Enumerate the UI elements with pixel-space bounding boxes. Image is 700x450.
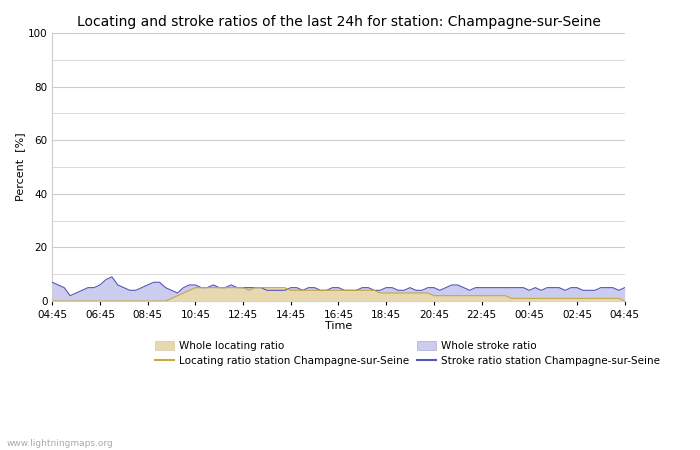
Legend: Whole locating ratio, Locating ratio station Champagne-sur-Seine, Whole stroke r: Whole locating ratio, Locating ratio sta… bbox=[155, 341, 660, 366]
X-axis label: Time: Time bbox=[325, 321, 352, 332]
Text: www.lightningmaps.org: www.lightningmaps.org bbox=[7, 439, 113, 448]
Title: Locating and stroke ratios of the last 24h for station: Champagne-sur-Seine: Locating and stroke ratios of the last 2… bbox=[76, 15, 601, 29]
Y-axis label: Percent  [%]: Percent [%] bbox=[15, 133, 25, 201]
